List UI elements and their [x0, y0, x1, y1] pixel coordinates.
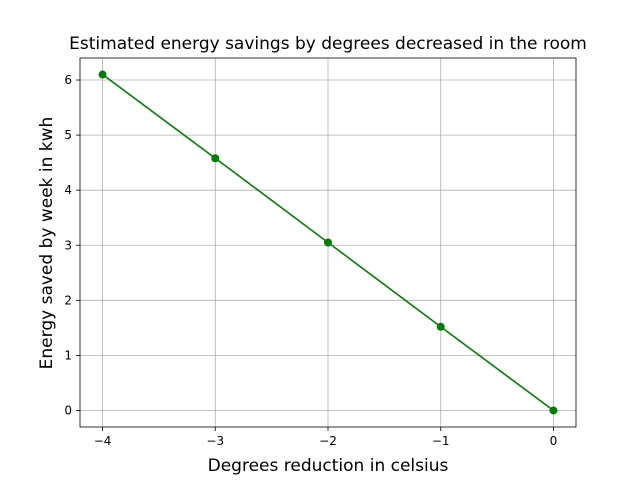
y-tick-label-4: 4	[64, 183, 72, 197]
x-tick-label-3: −1	[432, 434, 450, 448]
chart-title: Estimated energy savings by degrees decr…	[69, 34, 587, 54]
y-tick-label-2: 2	[64, 293, 72, 307]
x-tick-label-1: −3	[206, 434, 224, 448]
data-point-4	[549, 406, 558, 415]
y-tick-label-0: 0	[64, 403, 72, 417]
data-point-3	[436, 322, 445, 331]
y-tick-label-5: 5	[64, 128, 72, 142]
data-series	[98, 70, 558, 415]
x-tick-label-4: 0	[550, 434, 558, 448]
axis-ticks: −4 −3 −2 −1 0 0 1 2 3 4 5 6	[64, 73, 557, 448]
x-axis-label: Degrees reduction in celsius	[208, 456, 449, 476]
y-tick-label-3: 3	[64, 238, 72, 252]
data-point-1	[211, 154, 220, 163]
y-tick-label-6: 6	[64, 73, 72, 87]
x-tick-label-0: −4	[94, 434, 112, 448]
y-axis-label: Energy saved by week in kwh	[37, 117, 57, 370]
data-point-0	[98, 70, 107, 79]
y-tick-label-1: 1	[64, 348, 72, 362]
x-tick-label-2: −2	[319, 434, 337, 448]
data-point-2	[324, 238, 332, 247]
